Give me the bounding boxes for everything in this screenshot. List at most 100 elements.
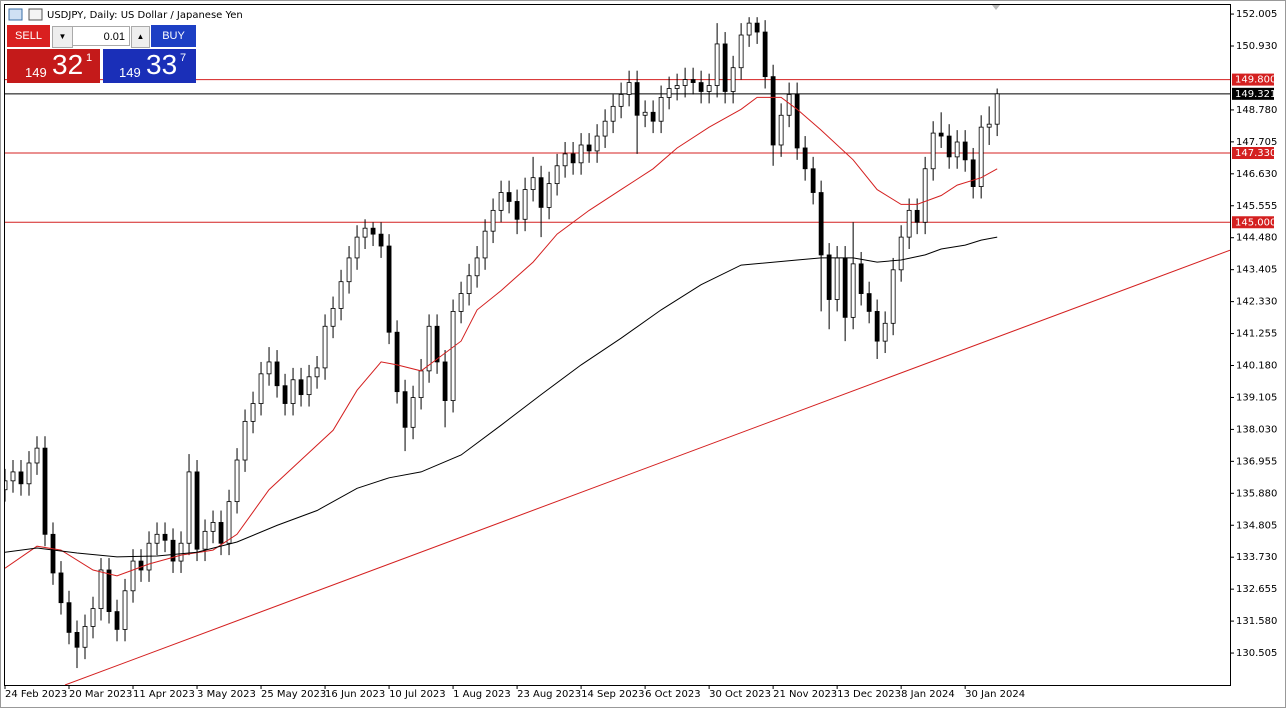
candle-body: [946, 135, 952, 158]
x-tick-label: 24 Feb 2023: [5, 689, 67, 700]
candle-body: [370, 227, 376, 235]
candle-body: [338, 281, 344, 309]
candle-body: [714, 43, 720, 86]
candle-body: [802, 147, 808, 170]
ask-box[interactable]: 149 33 7: [103, 49, 196, 83]
buy-button[interactable]: BUY: [151, 25, 196, 47]
y-tick-label: 147.705: [1236, 137, 1277, 148]
candle-body: [50, 533, 56, 574]
candle-body: [66, 602, 72, 633]
bid-figure: 149: [25, 65, 47, 80]
candle-body: [450, 311, 456, 401]
candle-body: [954, 141, 960, 158]
candle-body: [530, 177, 536, 190]
bid-fraction: 1: [86, 52, 93, 64]
candle-body: [122, 590, 128, 630]
candle-body: [874, 311, 880, 342]
candle-body: [378, 233, 384, 247]
candle-body: [618, 94, 624, 107]
y-tick-label: 130.505: [1236, 648, 1277, 659]
lot-down[interactable]: ▼: [52, 26, 73, 48]
candle-body: [466, 275, 472, 294]
candle-body: [98, 569, 104, 610]
candle-body: [202, 530, 208, 550]
candle-body: [410, 397, 416, 428]
x-tick-label: 30 Jan 2024: [965, 689, 1025, 700]
candle-body: [354, 236, 360, 259]
candle-body: [938, 132, 944, 137]
candle-body: [770, 76, 776, 146]
candle-body: [306, 376, 312, 396]
y-tick-label: 135.880: [1236, 488, 1277, 499]
candle-body: [914, 209, 920, 223]
candle-body: [722, 43, 728, 92]
candle-body: [642, 111, 648, 116]
y-tick-label: 133.730: [1236, 552, 1277, 563]
candle-body: [218, 522, 224, 544]
sell-button[interactable]: SELL: [7, 25, 50, 47]
candle-body: [130, 560, 136, 592]
bid-box[interactable]: 149 32 1: [7, 49, 100, 83]
bid-pips: 32: [52, 49, 84, 80]
x-tick-label: 6 Oct 2023: [645, 689, 700, 700]
candle-body: [418, 370, 424, 399]
lot-input[interactable]: 0.01: [72, 26, 130, 46]
level-label: 145.000: [1235, 217, 1276, 228]
candle-body: [554, 165, 560, 185]
candle-body: [474, 257, 480, 277]
candle-body: [594, 135, 600, 152]
level-label-box: [1232, 87, 1274, 100]
x-tick-label: 11 Apr 2023: [133, 689, 195, 700]
candle-body: [762, 31, 768, 78]
level-label-box: [1232, 147, 1274, 160]
candle-body: [546, 183, 552, 208]
candle-body: [242, 420, 248, 461]
y-tick-label: 142.330: [1236, 297, 1277, 308]
candle-body: [282, 385, 288, 404]
candle-body: [58, 572, 64, 604]
candle-body: [850, 263, 856, 318]
x-tick-label: 16 Jun 2023: [325, 689, 385, 700]
candle-body: [442, 361, 448, 401]
chart-title: USDJPY, Daily: US Dollar / Japanese Yen: [47, 10, 243, 21]
candle-body: [274, 361, 280, 387]
candle-body: [458, 293, 464, 312]
candle-body: [986, 123, 992, 128]
candle-body: [346, 257, 352, 283]
x-tick-label: 3 May 2023: [197, 689, 256, 700]
candle-body: [5, 480, 8, 491]
candle-body: [930, 132, 936, 170]
candle-body: [266, 361, 272, 375]
candle-body: [314, 367, 320, 378]
trade-panel: SELL ▼ 0.01 ▲ BUY 149 32 1 149 33 7: [7, 25, 196, 83]
candle-body: [490, 209, 496, 232]
candle-body: [42, 447, 48, 535]
candle-body: [906, 209, 912, 238]
candle-body: [18, 471, 24, 485]
candle-body: [522, 189, 528, 220]
candle-body: [114, 611, 120, 630]
candle-body: [698, 82, 704, 92]
candle-body: [250, 403, 256, 422]
candle-body: [362, 227, 368, 238]
candle-body: [82, 626, 88, 648]
candle-body: [978, 126, 984, 187]
candle-body: [658, 97, 664, 122]
candle-body: [386, 245, 392, 333]
candle-body: [498, 192, 504, 211]
candle-body: [706, 85, 712, 92]
candle-body: [882, 322, 888, 342]
x-tick-label: 21 Nov 2023: [773, 689, 837, 700]
level-label-box: [1232, 73, 1274, 86]
lot-up[interactable]: ▲: [131, 26, 150, 48]
x-tick-label: 25 May 2023: [261, 689, 326, 700]
candle-body: [650, 111, 656, 122]
x-tick-label: 1 Aug 2023: [453, 689, 511, 700]
y-tick-label: 141.255: [1236, 329, 1277, 340]
candle-body: [610, 105, 616, 122]
candle-body: [634, 82, 640, 116]
candle-body: [330, 308, 336, 327]
candle-body: [10, 471, 16, 482]
candle-body: [34, 447, 40, 464]
